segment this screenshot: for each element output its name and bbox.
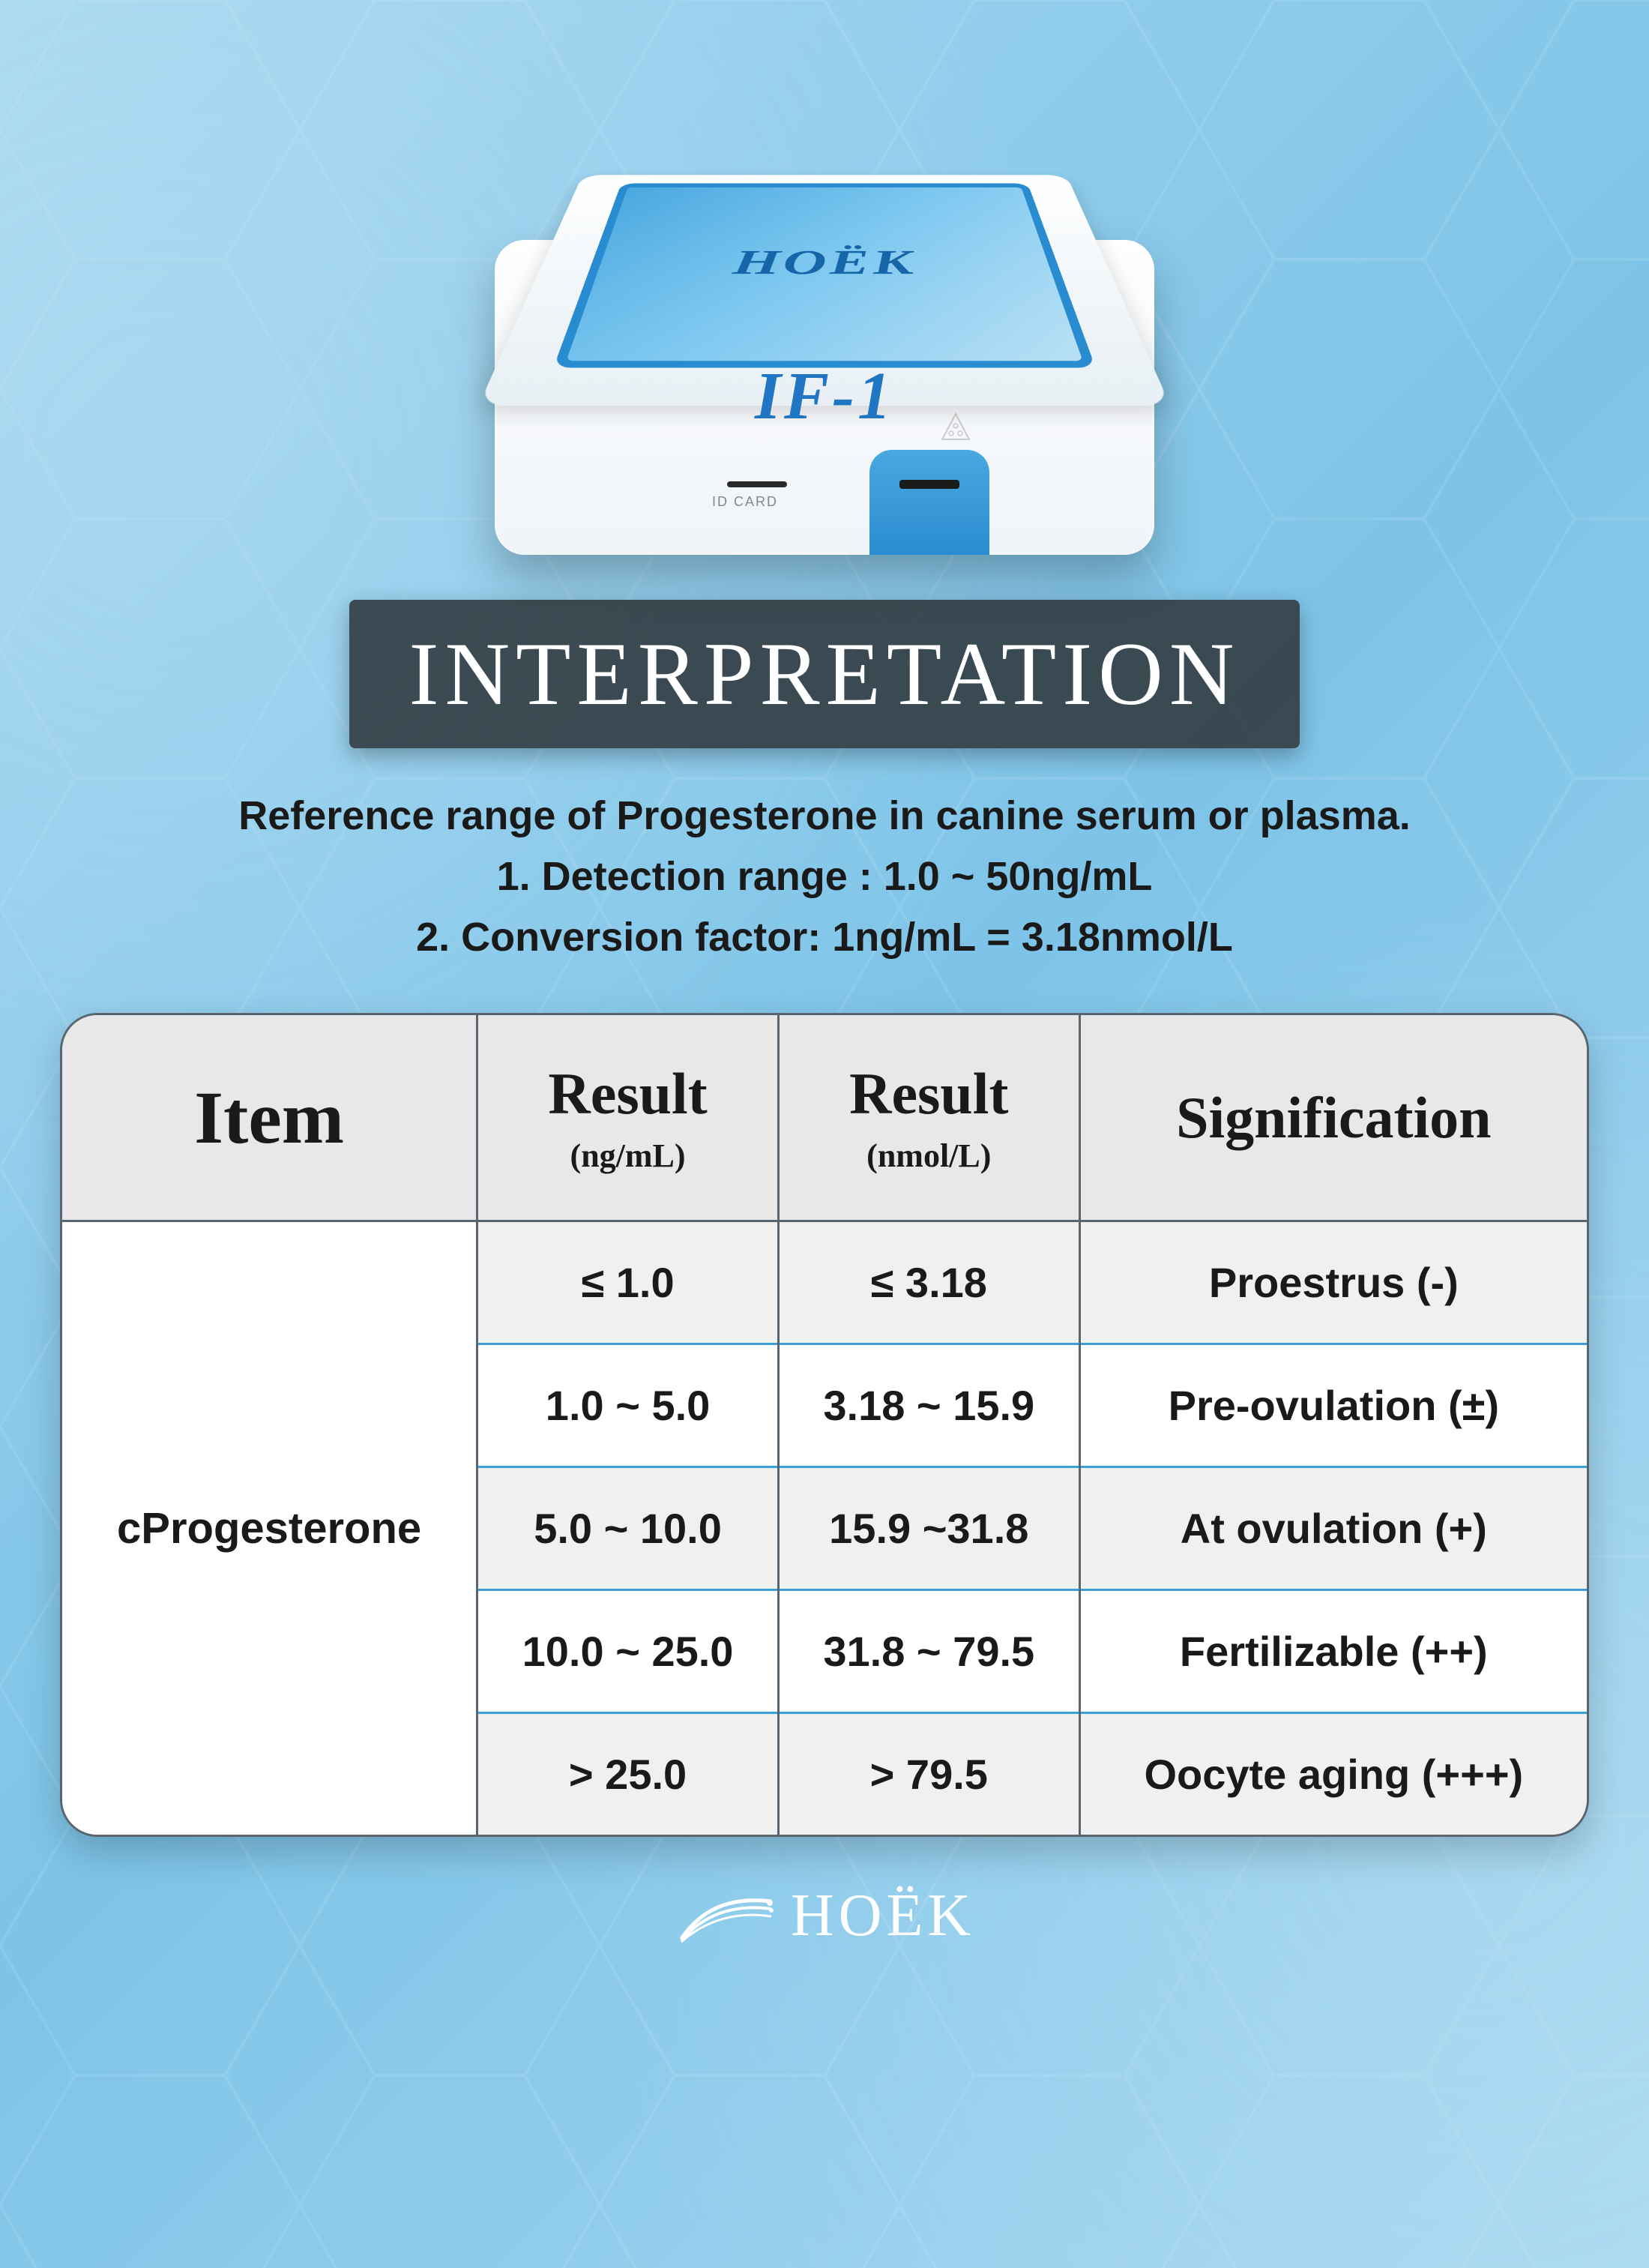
- cell-nmoll: 31.8 ~ 79.5: [778, 1590, 1079, 1713]
- col-header-result-nmoll-label: Result: [849, 1061, 1008, 1126]
- table-body: cProgesterone ≤ 1.0 ≤ 3.18 Proestrus (-)…: [62, 1221, 1587, 1835]
- reference-line-1: Reference range of Progesterone in canin…: [238, 786, 1411, 846]
- cell-sig: At ovulation (+): [1079, 1467, 1587, 1590]
- cell-nmoll: 15.9 ~31.8: [778, 1467, 1079, 1590]
- cell-ngml: ≤ 1.0: [477, 1221, 779, 1344]
- reference-line-2: 1. Detection range : 1.0 ~ 50ng/mL: [238, 846, 1411, 907]
- col-header-result-ngml-label: Result: [548, 1061, 707, 1126]
- title-bar: INTERPRETATION: [349, 600, 1300, 748]
- col-header-item-label: Item: [194, 1076, 344, 1159]
- table-header-row: Item Result (ng/mL) Result (nmol/L) Sign…: [62, 1015, 1587, 1221]
- footer-brand-text: HOËK: [791, 1882, 975, 1950]
- col-header-item: Item: [62, 1015, 477, 1221]
- device-slot-label: ID CARD: [712, 494, 778, 510]
- col-header-result-nmoll: Result (nmol/L): [778, 1015, 1079, 1221]
- cell-sig: Oocyte aging (+++): [1079, 1713, 1587, 1835]
- col-header-signification: Signification: [1079, 1015, 1587, 1221]
- cell-ngml: 10.0 ~ 25.0: [477, 1590, 779, 1713]
- page-container: HOËK IF-1 ID CARD INTERPRETATION Referen…: [0, 0, 1649, 2268]
- screen-brand-logo: HOËK: [731, 244, 918, 283]
- interpretation-table: Item Result (ng/mL) Result (nmol/L) Sign…: [62, 1015, 1587, 1835]
- cell-sig: Proestrus (-): [1079, 1221, 1587, 1344]
- device-screen: HOËK: [553, 184, 1096, 368]
- reference-line-3: 2. Conversion factor: 1ng/mL = 3.18nmol/…: [238, 907, 1411, 968]
- cell-nmoll: > 79.5: [778, 1713, 1079, 1835]
- col-header-signification-label: Signification: [1176, 1085, 1491, 1150]
- col-header-result-nmoll-unit: (nmol/L): [795, 1137, 1064, 1175]
- cell-ngml: 1.0 ~ 5.0: [477, 1344, 779, 1467]
- cell-sig: Pre-ovulation (±): [1079, 1344, 1587, 1467]
- device-card-slot: [727, 481, 787, 487]
- page-title: INTERPRETATION: [409, 622, 1240, 726]
- biohazard-icon: [941, 412, 971, 442]
- table-row: cProgesterone ≤ 1.0 ≤ 3.18 Proestrus (-): [62, 1221, 1587, 1344]
- device-illustration: HOËK IF-1 ID CARD: [487, 75, 1162, 555]
- cell-nmoll: ≤ 3.18: [778, 1221, 1079, 1344]
- device-model-label: IF-1: [755, 358, 894, 435]
- device-sample-port: [869, 450, 989, 555]
- reference-block: Reference range of Progesterone in canin…: [238, 786, 1411, 968]
- cell-nmoll: 3.18 ~ 15.9: [778, 1344, 1079, 1467]
- swoosh-icon: [674, 1886, 779, 1946]
- interpretation-table-wrap: Item Result (ng/mL) Result (nmol/L) Sign…: [60, 1013, 1589, 1837]
- footer-logo: HOËK: [674, 1882, 975, 1950]
- cell-ngml: > 25.0: [477, 1713, 779, 1835]
- col-header-result-ngml-unit: (ng/mL): [493, 1137, 762, 1175]
- item-cell: cProgesterone: [62, 1221, 477, 1835]
- cell-ngml: 5.0 ~ 10.0: [477, 1467, 779, 1590]
- col-header-result-ngml: Result (ng/mL): [477, 1015, 779, 1221]
- cell-sig: Fertilizable (++): [1079, 1590, 1587, 1713]
